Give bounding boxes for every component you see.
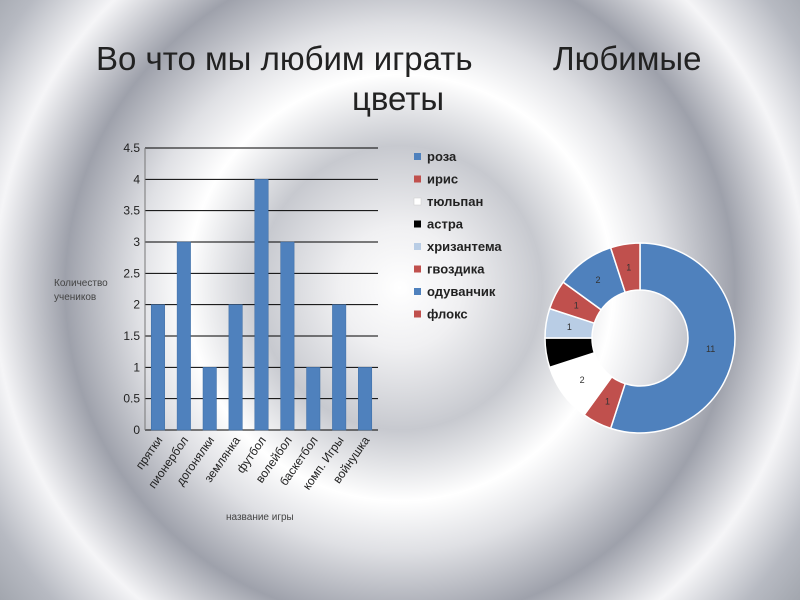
slice-data-label: 1	[574, 301, 579, 311]
bar-2	[176, 241, 191, 431]
bar-5	[254, 179, 269, 431]
legend-label: гвоздика	[427, 262, 485, 277]
y-tick-label: 4.5	[123, 141, 140, 155]
y-tick-label: 1.5	[123, 329, 140, 343]
legend-swatch	[414, 153, 421, 160]
slice-8	[609, 242, 641, 294]
legend-swatch	[414, 265, 421, 273]
legend-swatch	[414, 310, 421, 318]
legend-label: астра	[427, 217, 464, 232]
y-tick-label: 4	[133, 172, 140, 186]
slice-data-label: 2	[595, 275, 600, 285]
legend-swatch	[414, 175, 421, 183]
y-tick-label: 0.5	[123, 392, 140, 406]
legend-label: хризантема	[427, 239, 502, 254]
bar-7	[306, 367, 321, 431]
legend-swatch	[414, 243, 421, 250]
y-axis-title-line1: Количество	[54, 278, 108, 289]
bar-3	[202, 367, 217, 431]
slice-data-label: 2	[580, 375, 585, 385]
y-tick-label: 3	[133, 235, 140, 249]
y-tick-label: 2	[133, 298, 140, 312]
y-tick-label: 1	[133, 360, 140, 374]
legend: роза ирис тюльпан астра хризантема гвоздика од…	[413, 149, 502, 322]
y-tick-label: 3.5	[123, 204, 140, 218]
title-flowers-line1: Любимые	[553, 40, 702, 77]
y-axis-title-line2: учеников	[54, 292, 96, 303]
title-games: Во что мы любим играть	[96, 40, 473, 77]
slice-1	[609, 242, 736, 434]
bar-4	[228, 304, 243, 431]
legend-swatch	[414, 288, 421, 295]
bar-6	[280, 241, 295, 431]
legend-label: ирис	[427, 172, 458, 187]
bar-9	[358, 367, 373, 431]
y-tick-label: 2.5	[123, 266, 140, 280]
legend-label: флокс	[427, 307, 468, 322]
slice-data-label: 1	[567, 322, 572, 332]
legend-swatch	[414, 220, 421, 228]
x-axis-title: название игры	[226, 512, 294, 523]
y-tick-label: 0	[133, 423, 140, 437]
legend-label: одуванчик	[427, 284, 496, 299]
slice-data-label: 1	[605, 397, 610, 407]
slice-data-label: 11	[706, 344, 715, 354]
legend-label: тюльпан	[427, 194, 483, 209]
title-flowers-line2: цветы	[352, 80, 445, 117]
slice-data-label: 1	[626, 262, 631, 272]
bar-8	[332, 304, 347, 431]
legend-swatch	[413, 197, 422, 206]
legend-label: роза	[427, 149, 457, 164]
bar-1	[150, 304, 165, 431]
